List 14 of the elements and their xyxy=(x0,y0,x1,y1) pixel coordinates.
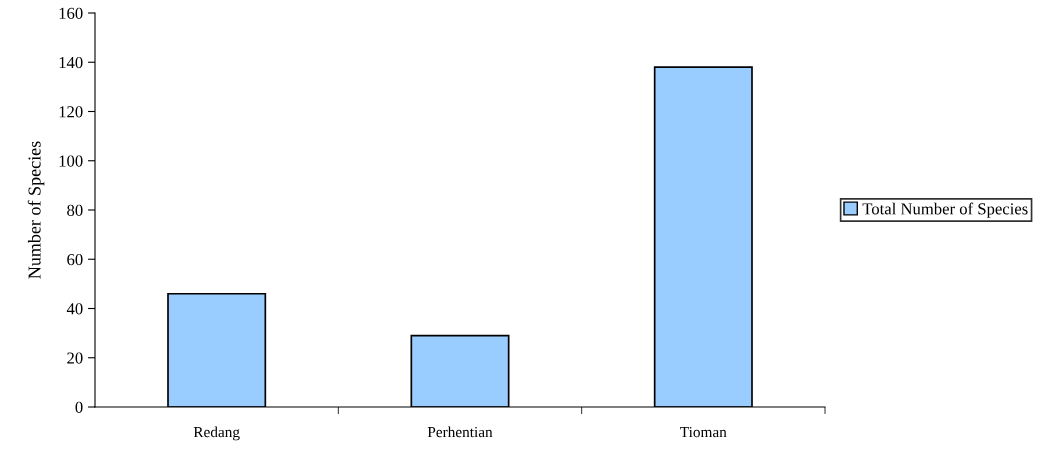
y-tick-label: 160 xyxy=(59,7,83,19)
y-tick-label: 140 xyxy=(59,56,83,69)
y-tick-label: 20 xyxy=(67,352,83,364)
y-tick-label: 60 xyxy=(67,253,83,266)
y-tick-label: 120 xyxy=(59,106,83,118)
legend-label: Total Number of Species xyxy=(862,202,1028,218)
x-tick-label: Redang xyxy=(193,426,240,441)
x-tick-label: Tioman xyxy=(680,426,727,438)
y-axis-title: Number of Species xyxy=(27,141,45,279)
y-tick-label: 80 xyxy=(67,204,83,216)
x-tick-label: Perhentian xyxy=(427,426,493,438)
y-tick-label: 100 xyxy=(59,155,83,167)
y-tick-label: 40 xyxy=(66,303,83,315)
y-tick-label: 0 xyxy=(75,401,83,413)
